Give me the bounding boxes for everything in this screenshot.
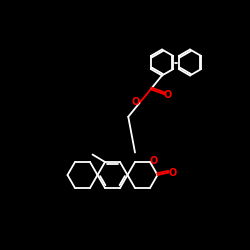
Text: O: O: [150, 156, 158, 166]
Text: O: O: [168, 168, 176, 177]
Text: O: O: [163, 90, 172, 101]
Text: O: O: [132, 97, 140, 107]
